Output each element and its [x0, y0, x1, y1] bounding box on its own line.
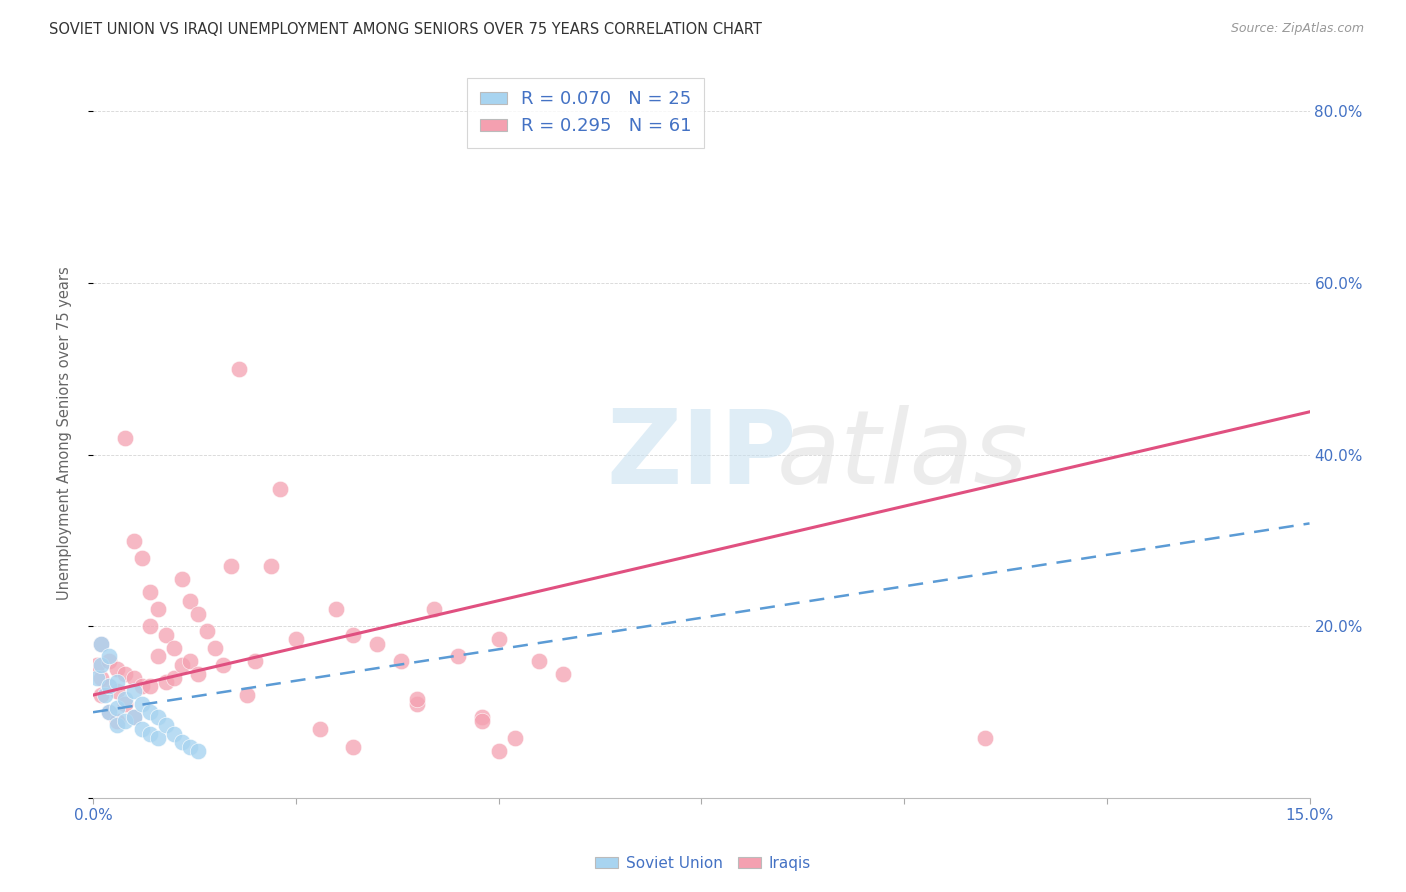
Point — [98, 680, 121, 694]
Point — [219, 559, 242, 574]
Point — [342, 739, 364, 754]
Point — [187, 607, 209, 621]
Point — [98, 680, 121, 694]
Point — [114, 714, 136, 728]
Point — [245, 654, 267, 668]
Point — [105, 701, 128, 715]
Point — [139, 585, 162, 599]
Point — [139, 619, 162, 633]
Point — [179, 739, 201, 754]
Point — [146, 602, 169, 616]
Point — [155, 718, 177, 732]
Point — [98, 654, 121, 668]
Point — [204, 640, 226, 655]
Point — [228, 362, 250, 376]
Point — [366, 636, 388, 650]
Point — [139, 705, 162, 719]
Point — [284, 632, 307, 647]
Point — [90, 658, 112, 673]
Point — [325, 602, 347, 616]
Point — [86, 671, 108, 685]
Point — [122, 683, 145, 698]
Point — [94, 688, 117, 702]
Point — [98, 649, 121, 664]
Y-axis label: Unemployment Among Seniors over 75 years: Unemployment Among Seniors over 75 years — [58, 267, 72, 600]
Point — [146, 731, 169, 745]
Point — [342, 628, 364, 642]
Point — [155, 628, 177, 642]
Point — [172, 735, 194, 749]
Point — [179, 593, 201, 607]
Point — [131, 723, 153, 737]
Point — [114, 692, 136, 706]
Point — [471, 714, 494, 728]
Point — [122, 709, 145, 723]
Point — [105, 683, 128, 698]
Point — [163, 671, 186, 685]
Point — [122, 709, 145, 723]
Point — [146, 649, 169, 664]
Point — [187, 744, 209, 758]
Point — [139, 680, 162, 694]
Point — [172, 658, 194, 673]
Point — [488, 744, 510, 758]
Point — [131, 697, 153, 711]
Point — [105, 718, 128, 732]
Legend: R = 0.070   N = 25, R = 0.295   N = 61: R = 0.070 N = 25, R = 0.295 N = 61 — [467, 78, 704, 148]
Point — [195, 624, 218, 638]
Point — [131, 680, 153, 694]
Point — [471, 709, 494, 723]
Point — [114, 697, 136, 711]
Point — [503, 731, 526, 745]
Point — [447, 649, 470, 664]
Point — [114, 431, 136, 445]
Point — [131, 550, 153, 565]
Point — [488, 632, 510, 647]
Point — [163, 727, 186, 741]
Point — [105, 675, 128, 690]
Point — [90, 636, 112, 650]
Point — [90, 636, 112, 650]
Point — [187, 666, 209, 681]
Point — [236, 688, 259, 702]
Point — [98, 705, 121, 719]
Point — [172, 572, 194, 586]
Point — [309, 723, 332, 737]
Point — [211, 658, 233, 673]
Text: ZIP: ZIP — [606, 405, 796, 506]
Point — [105, 662, 128, 676]
Point — [406, 692, 429, 706]
Point — [389, 654, 412, 668]
Point — [163, 640, 186, 655]
Point — [155, 675, 177, 690]
Point — [146, 709, 169, 723]
Point — [122, 671, 145, 685]
Point — [553, 666, 575, 681]
Point — [105, 714, 128, 728]
Point — [98, 705, 121, 719]
Legend: Soviet Union, Iraqis: Soviet Union, Iraqis — [589, 850, 817, 877]
Point — [122, 533, 145, 548]
Text: atlas: atlas — [776, 405, 1028, 505]
Point — [90, 688, 112, 702]
Text: Source: ZipAtlas.com: Source: ZipAtlas.com — [1230, 22, 1364, 36]
Point — [406, 697, 429, 711]
Point — [86, 658, 108, 673]
Point — [90, 671, 112, 685]
Point — [179, 654, 201, 668]
Text: SOVIET UNION VS IRAQI UNEMPLOYMENT AMONG SENIORS OVER 75 YEARS CORRELATION CHART: SOVIET UNION VS IRAQI UNEMPLOYMENT AMONG… — [49, 22, 762, 37]
Point — [974, 731, 997, 745]
Point — [139, 727, 162, 741]
Point — [269, 482, 291, 496]
Point — [527, 654, 550, 668]
Point — [260, 559, 283, 574]
Point — [114, 666, 136, 681]
Point — [422, 602, 444, 616]
